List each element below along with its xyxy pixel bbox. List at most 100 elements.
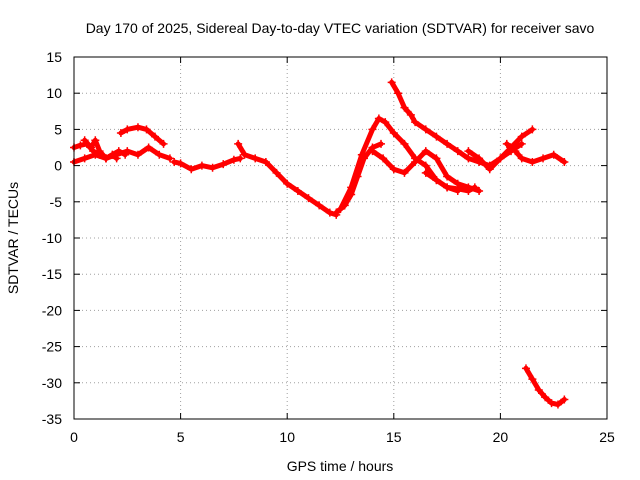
data-point — [432, 176, 441, 185]
data-point — [470, 183, 479, 192]
data-point — [315, 201, 324, 210]
data-point — [133, 150, 142, 159]
axis-ticks: 0 5 10 15 20 25 15 10 5 0 -5 -10 -15 -20 -25 -30 -35 — [42, 49, 615, 445]
data-point — [229, 155, 238, 164]
y-tick-label: 5 — [54, 121, 62, 137]
data-point — [332, 208, 341, 217]
data-point — [76, 141, 85, 150]
data-point — [421, 168, 430, 177]
y-tick-label: 15 — [46, 49, 62, 65]
data-point — [511, 147, 520, 156]
data-point — [293, 186, 302, 195]
x-tick-label: 0 — [70, 429, 78, 445]
data-point — [539, 154, 548, 163]
x-tick-label: 5 — [177, 429, 185, 445]
data-point — [400, 168, 409, 177]
data-point — [406, 110, 415, 119]
data-point — [517, 139, 526, 148]
data-point — [155, 150, 164, 159]
data-point — [475, 186, 484, 195]
y-tick-label: 0 — [54, 158, 62, 174]
y-tick-label: -10 — [42, 230, 62, 246]
data-point — [464, 147, 473, 156]
data-point — [553, 400, 562, 409]
data-point — [108, 150, 117, 159]
data-point — [114, 147, 123, 156]
data-point — [165, 154, 174, 163]
data-point — [421, 125, 430, 134]
data-point — [379, 154, 388, 163]
data-point — [389, 165, 398, 174]
data-point — [116, 129, 125, 138]
x-tick-label: 20 — [493, 429, 509, 445]
data-point — [453, 184, 462, 193]
data-point — [517, 154, 526, 163]
data-point — [528, 157, 537, 166]
data-point — [528, 125, 537, 134]
y-tick-label: -20 — [42, 302, 62, 318]
data-point — [251, 154, 260, 163]
data-point — [475, 154, 484, 163]
data-point — [144, 143, 153, 152]
x-axis-label: GPS time / hours — [287, 458, 394, 474]
y-tick-label: -30 — [42, 375, 62, 391]
data-point — [219, 160, 228, 169]
series-layer — [70, 78, 569, 409]
y-tick-label: 10 — [46, 85, 62, 101]
data-point — [87, 143, 96, 152]
y-axis-label: SDTVAR / TECUs — [5, 182, 21, 294]
data-point — [421, 147, 430, 156]
data-point — [91, 136, 100, 145]
data-point — [197, 161, 206, 170]
data-point — [240, 150, 249, 159]
data-point — [374, 114, 383, 123]
data-point — [272, 168, 281, 177]
data-point — [283, 179, 292, 188]
data-point — [502, 139, 511, 148]
data-point — [549, 150, 558, 159]
chart-title: Day 170 of 2025, Sidereal Day-to-day VTE… — [86, 20, 595, 36]
data-point — [400, 139, 409, 148]
data-point — [80, 136, 89, 145]
data-point — [133, 123, 142, 132]
data-point — [187, 165, 196, 174]
data-point — [304, 194, 313, 203]
y-tick-label: -15 — [42, 266, 62, 282]
data-point — [521, 364, 530, 373]
data-point — [368, 125, 377, 134]
data-point — [142, 125, 151, 134]
data-point — [443, 172, 452, 181]
x-tick-label: 15 — [386, 429, 402, 445]
x-tick-label: 25 — [599, 429, 615, 445]
y-tick-label: -5 — [50, 194, 63, 210]
data-point — [534, 386, 543, 395]
data-point — [170, 157, 179, 166]
data-point — [394, 89, 403, 98]
data-point — [560, 395, 569, 404]
data-point — [208, 163, 217, 172]
data-point — [123, 125, 132, 134]
data-point — [101, 154, 110, 163]
data-point — [432, 154, 441, 163]
data-point — [381, 118, 390, 127]
data-point — [234, 139, 243, 148]
data-point — [236, 154, 245, 163]
data-point — [443, 139, 452, 148]
data-point — [151, 132, 160, 141]
data-point — [121, 150, 130, 159]
data-point — [528, 375, 537, 384]
data-point — [547, 399, 556, 408]
x-tick-label: 10 — [279, 429, 295, 445]
data-point — [485, 165, 494, 174]
data-point — [453, 147, 462, 156]
data-point — [80, 154, 89, 163]
data-point — [400, 103, 409, 112]
data-point — [387, 78, 396, 87]
data-point — [464, 154, 473, 163]
data-point — [560, 157, 569, 166]
data-point — [432, 132, 441, 141]
data-point — [411, 157, 420, 166]
data-point — [517, 132, 526, 141]
